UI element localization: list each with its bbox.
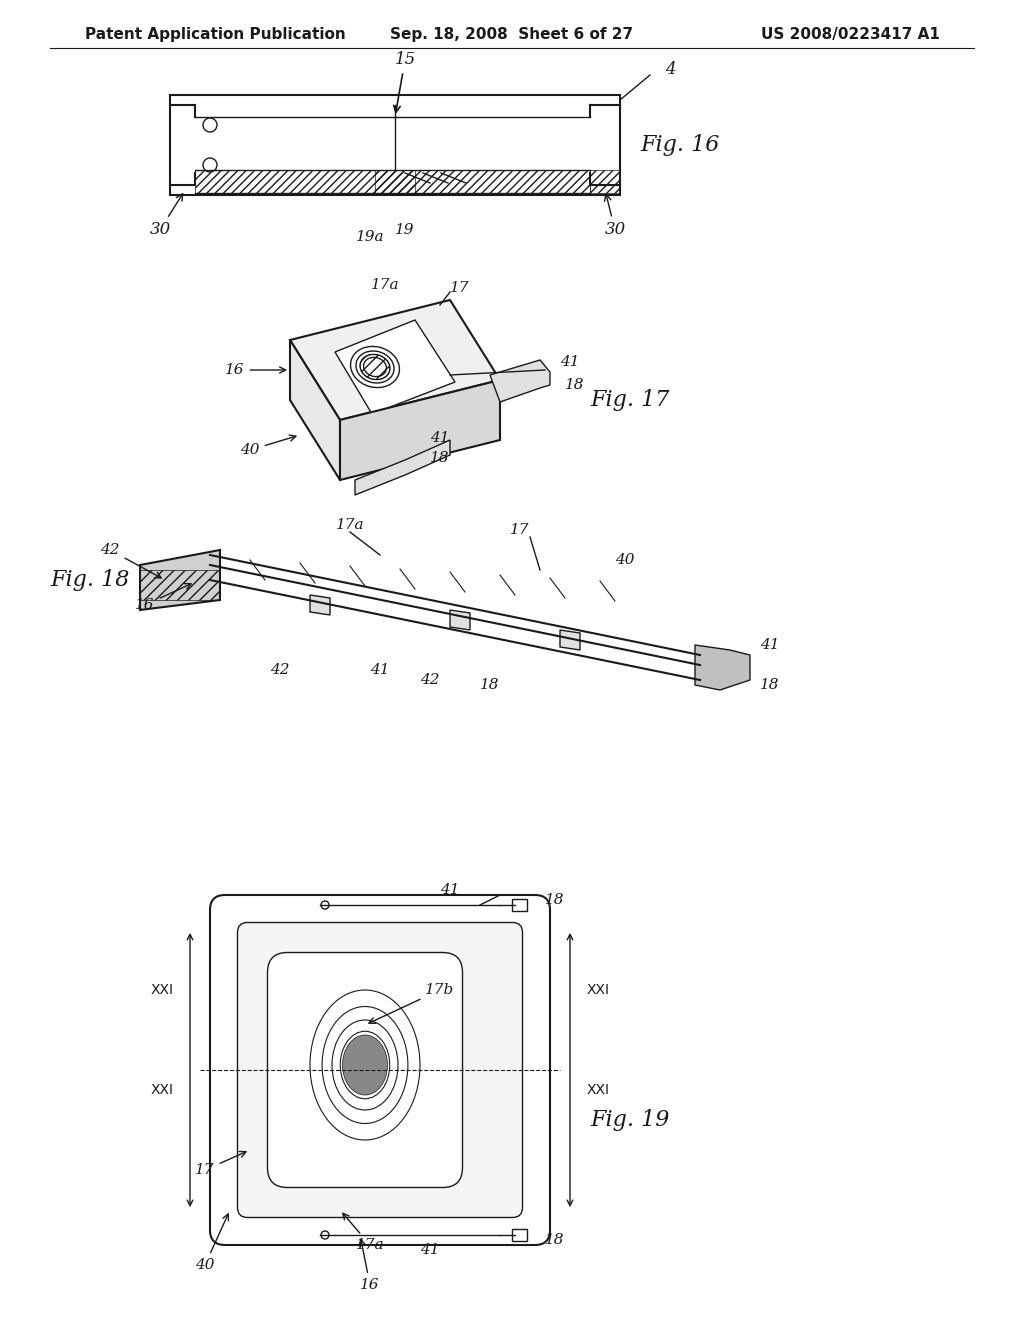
Ellipse shape [342, 1035, 387, 1096]
FancyBboxPatch shape [210, 895, 550, 1245]
Text: 18: 18 [430, 451, 450, 465]
Text: Fig. 19: Fig. 19 [590, 1109, 670, 1131]
Polygon shape [290, 300, 500, 420]
Text: US 2008/0223417 A1: US 2008/0223417 A1 [761, 28, 940, 42]
Text: 19: 19 [395, 223, 415, 238]
Text: 40: 40 [615, 553, 635, 568]
Text: Sep. 18, 2008  Sheet 6 of 27: Sep. 18, 2008 Sheet 6 of 27 [390, 28, 634, 42]
Text: 18: 18 [545, 894, 565, 907]
Bar [195, 170, 590, 193]
Text: 17: 17 [451, 281, 470, 294]
Text: 16: 16 [225, 363, 286, 378]
Polygon shape [310, 595, 330, 615]
Polygon shape [355, 440, 450, 495]
Text: XXI: XXI [587, 983, 609, 997]
Polygon shape [560, 630, 580, 649]
Polygon shape [140, 550, 220, 610]
Text: 19a: 19a [355, 230, 384, 244]
Bar [512, 899, 527, 911]
Text: 41: 41 [371, 663, 390, 677]
Text: 41: 41 [430, 432, 450, 445]
FancyBboxPatch shape [170, 95, 620, 195]
FancyBboxPatch shape [267, 953, 463, 1188]
Text: 18: 18 [545, 1233, 565, 1247]
Text: Patent Application Publication: Patent Application Publication [85, 28, 346, 42]
Text: XXI: XXI [151, 1082, 173, 1097]
Text: 17: 17 [510, 523, 529, 537]
Text: 42: 42 [420, 673, 439, 686]
Text: 30: 30 [604, 194, 626, 239]
Text: 40: 40 [196, 1214, 228, 1272]
Polygon shape [335, 319, 455, 414]
Bar [590, 170, 620, 193]
Text: 17a: 17a [336, 517, 365, 532]
Text: 16: 16 [135, 583, 191, 612]
Polygon shape [340, 380, 500, 480]
Text: Fig. 18: Fig. 18 [50, 569, 130, 591]
Text: 18: 18 [480, 678, 500, 692]
Text: 17a: 17a [371, 279, 399, 292]
Text: 17b: 17b [369, 983, 455, 1023]
Polygon shape [450, 610, 470, 630]
Text: Fig. 16: Fig. 16 [640, 135, 720, 156]
Polygon shape [695, 645, 750, 690]
Text: 18: 18 [760, 678, 779, 692]
Bar [512, 1229, 527, 1241]
Polygon shape [290, 341, 340, 480]
Text: 15: 15 [393, 51, 416, 112]
Text: 41: 41 [420, 1243, 439, 1257]
Bar [140, 570, 220, 601]
Text: 41: 41 [440, 883, 460, 898]
Text: XXI: XXI [151, 983, 173, 997]
Polygon shape [490, 360, 550, 403]
Text: 41: 41 [560, 355, 580, 370]
Text: 17: 17 [196, 1151, 246, 1177]
Text: 40: 40 [241, 436, 296, 457]
Text: 42: 42 [100, 543, 161, 578]
FancyBboxPatch shape [238, 923, 522, 1217]
Text: 18: 18 [565, 378, 585, 392]
Text: 17a: 17a [343, 1213, 384, 1251]
Text: Fig. 17: Fig. 17 [590, 389, 670, 411]
Text: 30: 30 [150, 194, 182, 239]
Text: 41: 41 [760, 638, 779, 652]
Bar [375, 170, 415, 193]
Text: 4: 4 [665, 62, 675, 78]
Text: XXI: XXI [587, 1082, 609, 1097]
Text: 16: 16 [359, 1239, 380, 1292]
Text: 42: 42 [270, 663, 290, 677]
